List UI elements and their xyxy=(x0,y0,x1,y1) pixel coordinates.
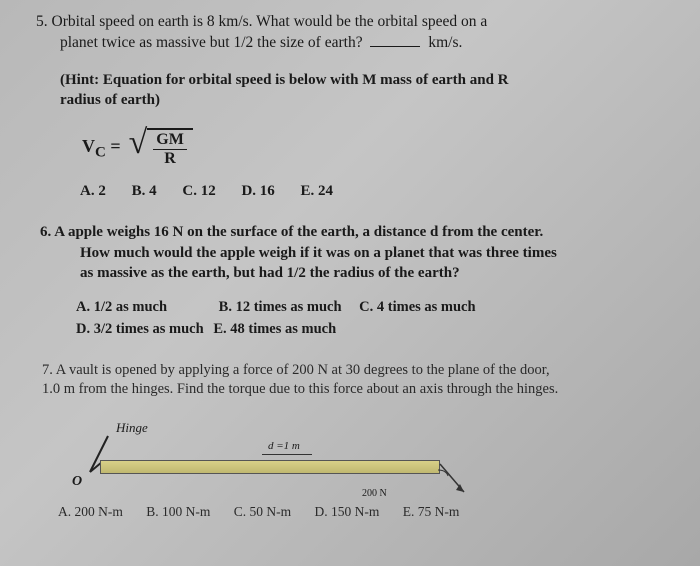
q6-line1: A apple weighs 16 N on the surface of th… xyxy=(54,224,543,240)
q7-line2: 1.0 m from the hinges. Find the torque d… xyxy=(42,381,558,397)
choice-a[interactable]: A. 2 xyxy=(80,183,106,199)
hinge-label: Hinge xyxy=(116,420,148,436)
c-sub: C xyxy=(95,145,106,161)
choice-b[interactable]: B. 4 xyxy=(132,183,157,199)
q5-unit: km/s. xyxy=(428,34,462,51)
choice-d[interactable]: D. 150 N-m xyxy=(315,504,380,519)
q7-choices: A. 200 N-m B. 100 N-m C. 50 N-m D. 150 N… xyxy=(36,504,672,520)
q6-line3: as massive as the earth, but had 1/2 the… xyxy=(40,265,460,281)
q6-prompt: 6. A apple weighs 16 N on the surface of… xyxy=(36,222,672,283)
choice-a[interactable]: A. 200 N-m xyxy=(58,504,123,519)
choice-b[interactable]: B. 100 N-m xyxy=(146,504,210,519)
choice-c[interactable]: C. 50 N-m xyxy=(234,504,291,519)
q6-choices: A. 1/2 as much B. 12 times as much C. 4 … xyxy=(36,297,672,341)
blank-fill xyxy=(370,46,420,47)
q5-choices: A. 2 B. 4 C. 12 D. 16 E. 24 xyxy=(36,183,672,200)
question-5: 5. Orbital speed on earth is 8 km/s. Wha… xyxy=(36,12,672,200)
q5-number: 5. xyxy=(36,13,48,30)
q5-hint: (Hint: Equation for orbital speed is bel… xyxy=(36,70,672,111)
choice-e[interactable]: E. 75 N-m xyxy=(403,504,460,519)
choice-e[interactable]: E. 24 xyxy=(301,183,334,199)
q7-prompt: 7. A vault is opened by applying a force… xyxy=(36,361,672,400)
choice-c[interactable]: C. 4 times as much xyxy=(359,299,475,315)
q6-line2: How much would the apple weigh if it was… xyxy=(40,245,557,261)
q6-number: 6. xyxy=(40,224,51,240)
hint-line2: radius of earth) xyxy=(60,92,160,108)
choice-e[interactable]: E. 48 times as much xyxy=(213,321,336,337)
sqrt-sign: √ xyxy=(129,128,148,169)
question-6: 6. A apple weighs 16 N on the surface of… xyxy=(36,222,672,340)
force-arrow xyxy=(414,462,474,498)
choice-d[interactable]: D. 16 xyxy=(241,183,274,199)
choice-d[interactable]: D. 3/2 times as much xyxy=(76,321,204,337)
q5-prompt: 5. Orbital speed on earth is 8 km/s. Wha… xyxy=(36,12,672,54)
hint-line1: (Hint: Equation for orbital speed is bel… xyxy=(60,72,509,88)
vault-diagram: Hinge d =1 m O 200 N xyxy=(72,420,492,500)
question-7: 7. A vault is opened by applying a force… xyxy=(36,361,672,520)
sqrt-container: √ GM R xyxy=(129,128,193,169)
distance-label: d =1 m xyxy=(268,440,300,452)
v-letter: V xyxy=(82,136,95,156)
denominator: R xyxy=(161,150,179,168)
vc-symbol: VC = xyxy=(82,136,121,162)
door-bar xyxy=(100,460,440,474)
q5-formula: VC = √ GM R xyxy=(82,128,672,169)
force-label: 200 N xyxy=(362,488,387,499)
distance-line xyxy=(262,454,312,455)
q5-line1: Orbital speed on earth is 8 km/s. What w… xyxy=(52,13,488,30)
origin-label: O xyxy=(72,474,82,490)
q7-number: 7. xyxy=(42,362,53,378)
equals: = xyxy=(110,136,120,156)
choice-b[interactable]: B. 12 times as much xyxy=(219,299,342,315)
choice-c[interactable]: C. 12 xyxy=(182,183,215,199)
fraction: GM R xyxy=(153,130,187,169)
numerator: GM xyxy=(153,131,187,150)
q7-line1: A vault is opened by applying a force of… xyxy=(56,362,550,378)
choice-a[interactable]: A. 1/2 as much xyxy=(76,299,167,315)
fraction-under-root: GM R xyxy=(147,128,193,169)
q5-line2: planet twice as massive but 1/2 the size… xyxy=(60,34,363,51)
